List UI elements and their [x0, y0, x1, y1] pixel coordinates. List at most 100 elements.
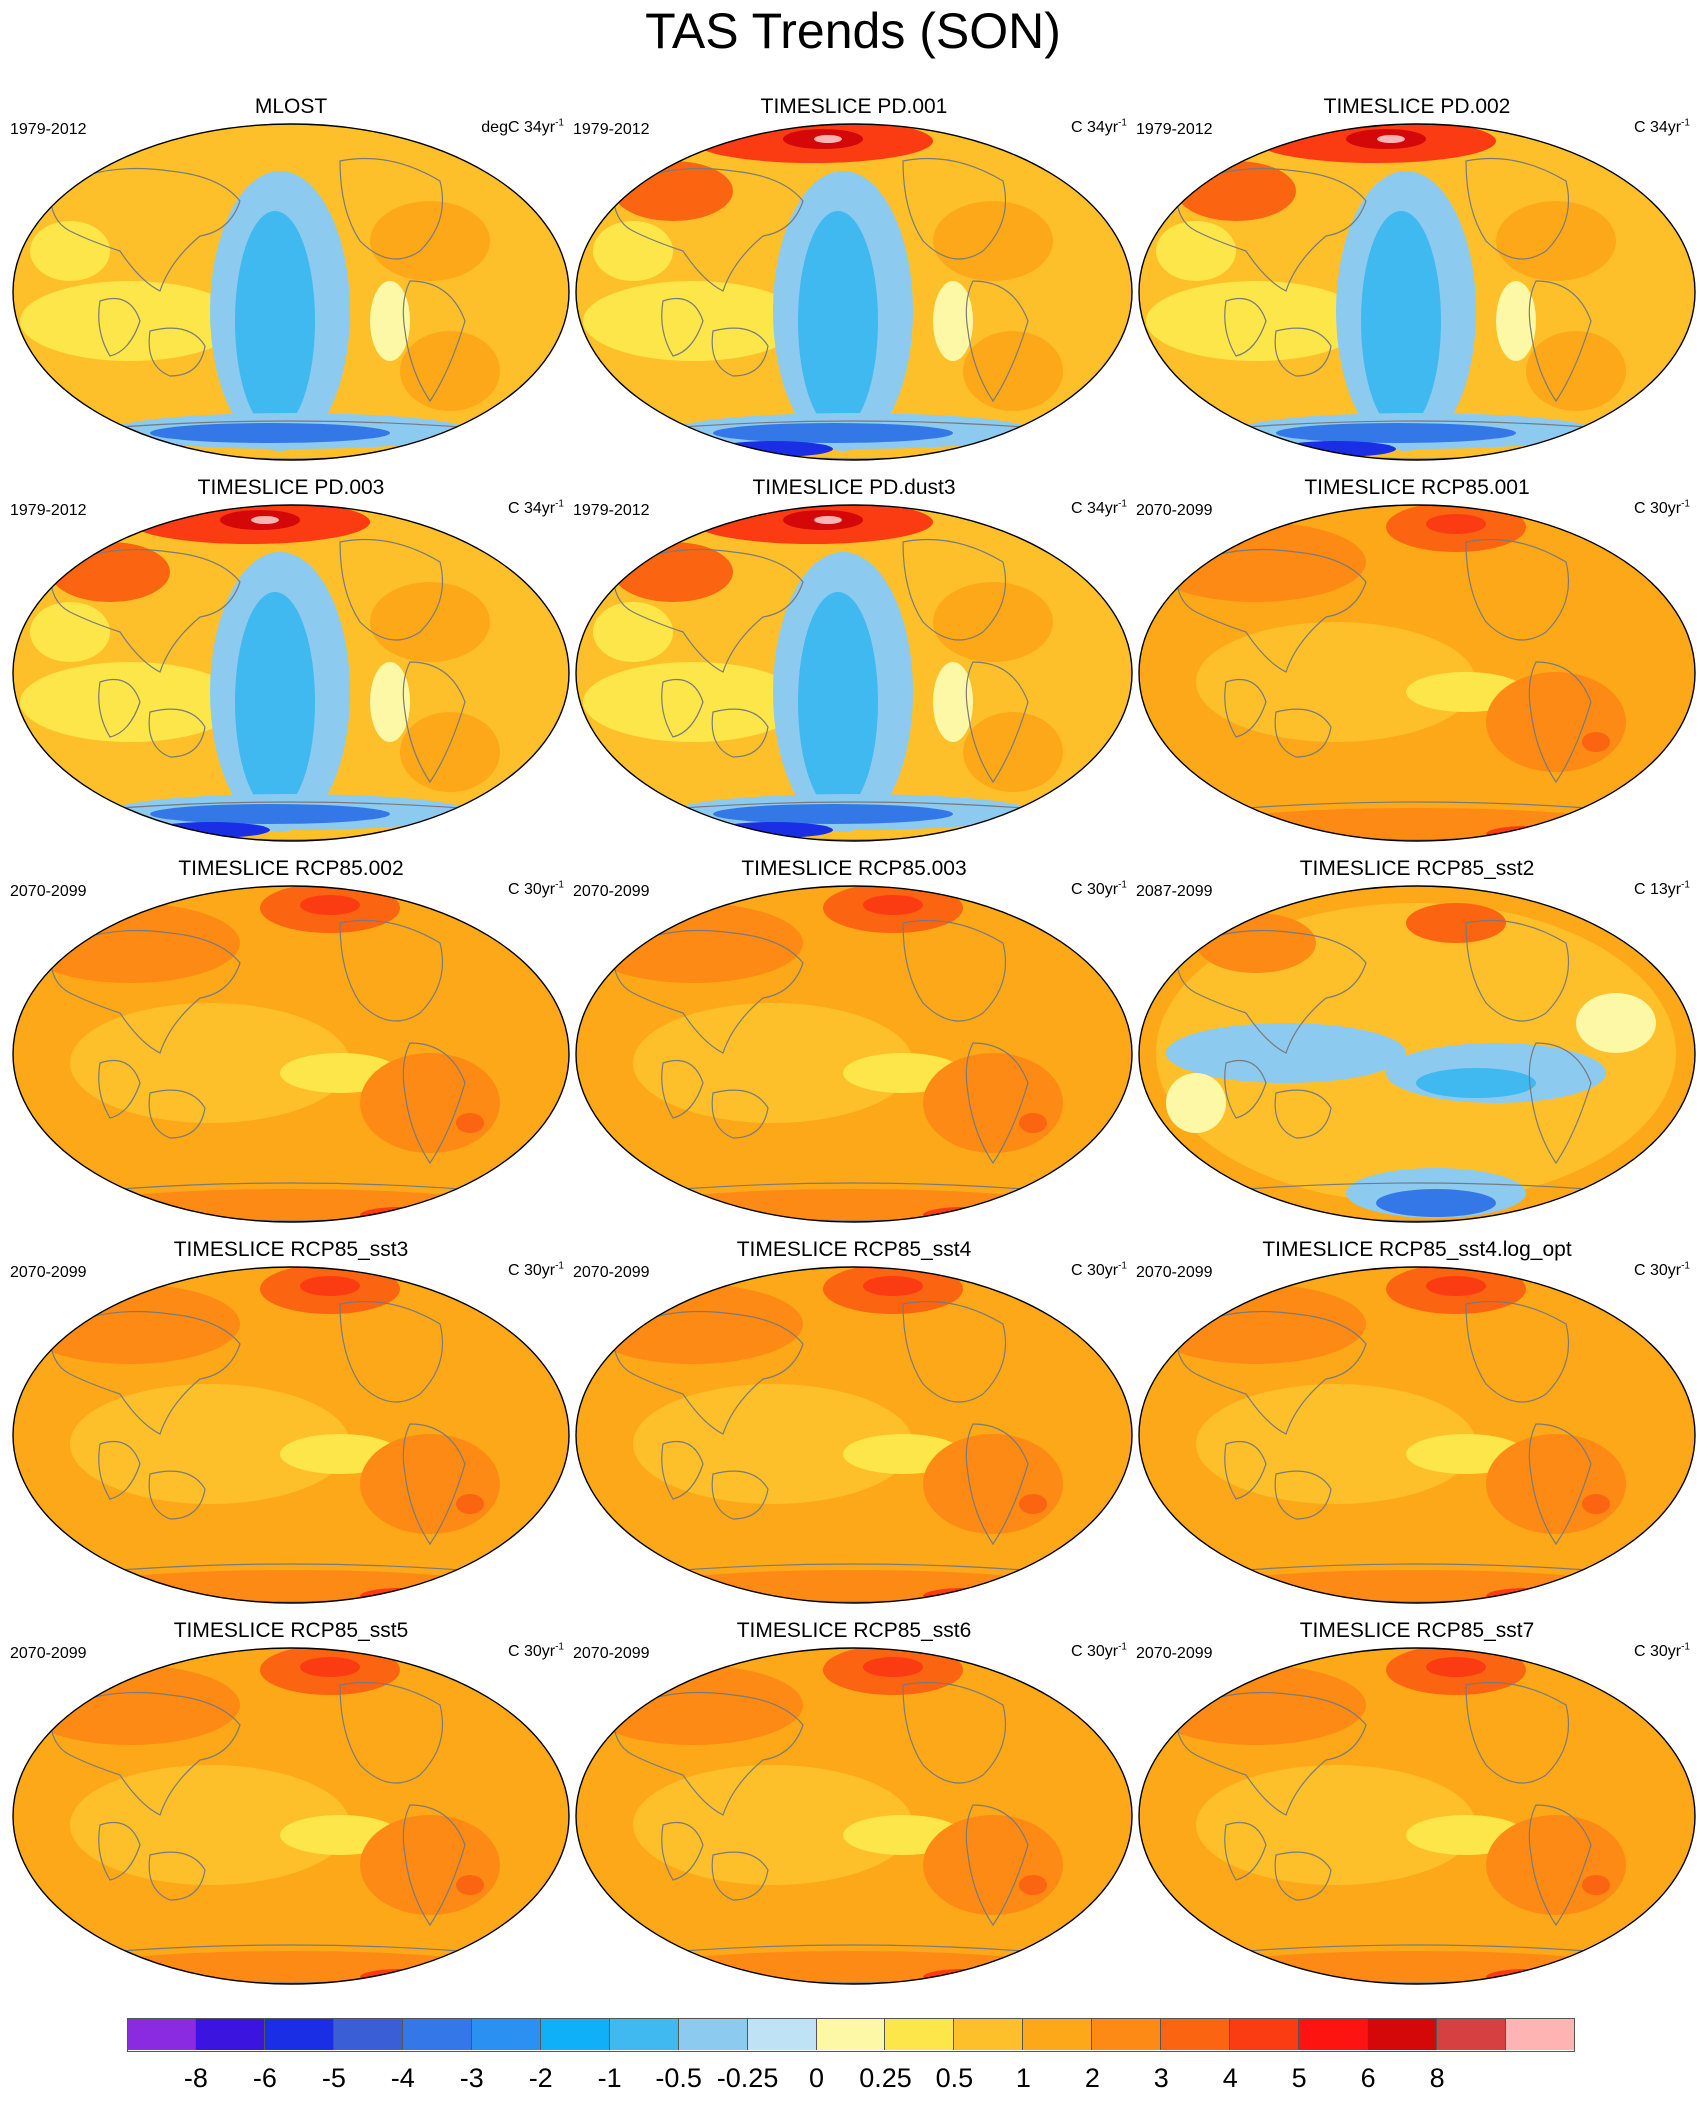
- trend-contour: [1019, 1113, 1047, 1133]
- colorbar-label: 6: [1360, 2063, 1376, 2093]
- panel-units: C 34yr-1: [1070, 117, 1127, 137]
- map-border: [1138, 123, 1696, 461]
- trend-contour: [90, 1951, 490, 1983]
- coastline: [98, 297, 141, 357]
- panel-unit-exponent: -1: [1681, 1641, 1690, 1653]
- panel-unit-exponent: -1: [1118, 879, 1127, 891]
- map-panel: MLOST 1979-2012 degC 34yr-1: [10, 95, 572, 475]
- trend-contour: [1216, 1951, 1616, 1983]
- panel-unit-exponent: -1: [1681, 498, 1690, 510]
- colorbar-swatch: [1437, 2018, 1507, 2050]
- trend-contour: [633, 1765, 913, 1885]
- trend-contour: [1196, 1765, 1476, 1885]
- map-border: [12, 504, 570, 842]
- trend-contour: [863, 895, 923, 915]
- trend-contour: [1019, 1875, 1047, 1895]
- map-panel: TIMESLICE PD.dust3 1979-2012 C 34yr-1: [573, 476, 1135, 856]
- map-panel: TIMESLICE RCP85_sst3 2070-2099 C 30yr-1: [10, 1238, 572, 1618]
- colorbar-swatch: [540, 2018, 610, 2050]
- coastline: [339, 919, 444, 1022]
- map-field: [13, 886, 569, 1222]
- trend-contour: [923, 1053, 1063, 1153]
- coastline: [661, 1440, 704, 1500]
- trend-contour: [235, 592, 315, 812]
- trend-contour: [583, 1284, 803, 1364]
- map-plot: [12, 1266, 570, 1604]
- coastline: [402, 280, 466, 403]
- map-border: [1138, 885, 1696, 1223]
- trend-contour: [933, 281, 973, 361]
- trend-contour: [933, 201, 1053, 281]
- trend-contour: [1576, 993, 1656, 1053]
- trend-contour: [400, 331, 500, 411]
- panel-unit-exponent: -1: [1118, 117, 1127, 129]
- colorbar-swatch: [885, 2018, 955, 2050]
- panel-units: C 30yr-1: [508, 1642, 564, 1661]
- colorbar-swatch: [1092, 2018, 1162, 2050]
- trend-contour: [814, 135, 842, 143]
- panel-unit-text: C 34yr: [1070, 119, 1119, 136]
- map-field: [1139, 124, 1695, 460]
- trend-contour: [1406, 903, 1506, 943]
- panel-unit-exponent: -1: [1118, 1260, 1127, 1272]
- trend-contour: [360, 1053, 500, 1153]
- panel-unit-exponent: -1: [555, 879, 564, 891]
- trend-contour: [1416, 1068, 1536, 1098]
- trend-contour: [1361, 211, 1441, 431]
- colorbar-label: -1: [597, 2063, 622, 2093]
- map-plot: [575, 1647, 1133, 1985]
- coastline: [1224, 678, 1267, 738]
- coastline: [1528, 661, 1592, 784]
- trend-contour: [1486, 672, 1626, 772]
- coastline: [1274, 327, 1332, 377]
- colorbar-swatch: [195, 2018, 265, 2050]
- map-panel: TIMESLICE RCP85_sst2 2087-2099 C 13yr-1: [1136, 857, 1698, 1237]
- trend-contour: [1377, 135, 1405, 143]
- map-panel: TIMESLICE PD.002 1979-2012 C 34yr-1: [1136, 95, 1698, 475]
- coastline: [98, 678, 141, 738]
- coastline: [661, 678, 704, 738]
- map-border: [12, 885, 570, 1223]
- panel-title: TIMESLICE RCP85.003: [741, 857, 967, 880]
- map-panel: TIMESLICE RCP85.002 2070-2099 C 30yr-1: [10, 857, 572, 1237]
- colorbar-label: 8: [1429, 2063, 1445, 2093]
- coastline: [1224, 1440, 1267, 1500]
- colorbar-swatch: [1023, 2018, 1093, 2050]
- panel-period: 1979-2012: [573, 121, 650, 138]
- map-plot: [1138, 123, 1696, 461]
- panel-unit-text: C 30yr: [507, 881, 556, 898]
- map-plot: [575, 885, 1133, 1223]
- trend-contour: [713, 804, 953, 824]
- colorbar-swatch: [747, 2018, 817, 2050]
- trend-contour: [30, 221, 110, 281]
- trend-contour: [653, 1951, 1053, 1983]
- coastline: [902, 919, 1007, 1022]
- trend-contour: [1582, 1875, 1610, 1895]
- panel-title: TIMESLICE RCP85_sst4: [736, 1238, 972, 1261]
- panel-unit-exponent: -1: [1118, 498, 1127, 510]
- trend-contour: [70, 1384, 350, 1504]
- panel-period: 1979-2012: [10, 121, 87, 138]
- panel-title: TIMESLICE RCP85_sst7: [1299, 1619, 1535, 1642]
- map-border: [12, 1266, 570, 1604]
- coastline: [902, 157, 1007, 260]
- map-field: [576, 124, 1132, 460]
- map-panel: TIMESLICE RCP85_sst7 2070-2099 C 30yr-1: [1136, 1619, 1698, 1999]
- trend-contour: [20, 1665, 240, 1745]
- map-plot: [12, 123, 570, 461]
- coastline: [965, 1423, 1029, 1546]
- panel-period: 2070-2099: [10, 1264, 87, 1281]
- coastline: [339, 1300, 444, 1403]
- coastline: [1224, 297, 1267, 357]
- coastline: [1175, 1310, 1367, 1435]
- trend-contour: [1376, 1189, 1496, 1217]
- map-field: [1139, 1648, 1695, 1984]
- trend-contour: [583, 903, 803, 983]
- trend-contour: [70, 1586, 150, 1602]
- trend-contour: [1196, 824, 1276, 840]
- trend-contour: [90, 1570, 490, 1602]
- trend-contour: [593, 221, 673, 281]
- panel-units: C 30yr-1: [1634, 1261, 1690, 1280]
- coastline: [1274, 1851, 1332, 1901]
- coastline: [148, 327, 206, 377]
